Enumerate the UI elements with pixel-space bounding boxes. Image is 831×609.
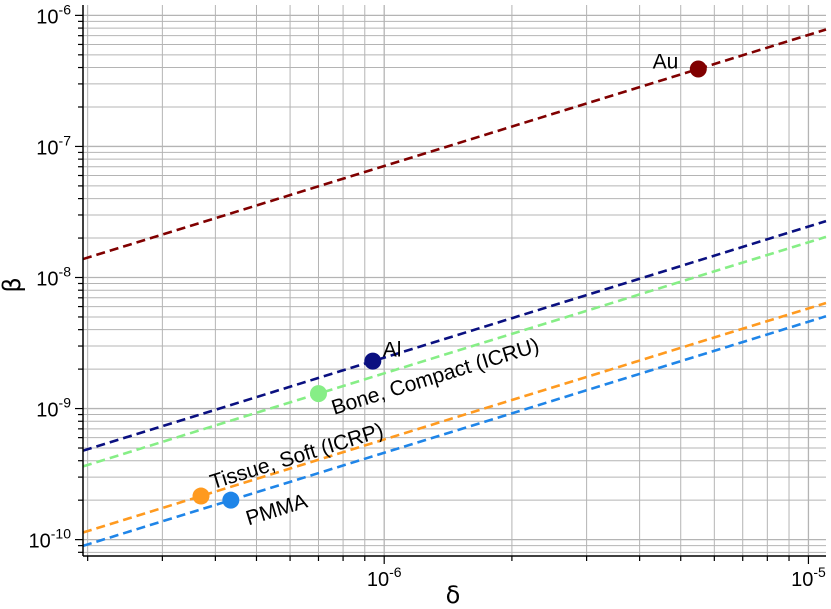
axes (75, 5, 826, 564)
grid (83, 5, 826, 556)
series-point (192, 487, 210, 505)
y-tick-label: 10-10 (29, 526, 72, 553)
series-label: PMMA (243, 490, 310, 531)
series-label: Al (383, 339, 402, 362)
y-tick-label: 10-7 (36, 132, 71, 159)
series-label: Au (653, 51, 679, 74)
series-line (82, 219, 827, 452)
series-point (222, 491, 240, 509)
y-axis-title: β (0, 277, 26, 292)
series-line (82, 315, 827, 548)
x-tick-label: 10-6 (367, 564, 402, 591)
x-tick-label: 10-5 (791, 564, 826, 591)
y-tick-label: 10-8 (36, 264, 71, 291)
tick-labels: 10-10 10-9 10-8 10-7 10-6 10-6 10-5 (29, 1, 826, 591)
x-axis-title: δ (446, 581, 461, 609)
series-point (309, 385, 327, 403)
series-points (192, 60, 707, 509)
series-label: Bone, Compact (ICRU) (329, 334, 542, 420)
series-line (82, 235, 827, 468)
series-point (689, 60, 707, 78)
y-tick-label: 10-9 (36, 395, 71, 422)
series-point (364, 352, 382, 370)
y-tick-label: 10-6 (36, 1, 71, 28)
series-label: Tissue, Soft (ICRP) (207, 419, 386, 494)
